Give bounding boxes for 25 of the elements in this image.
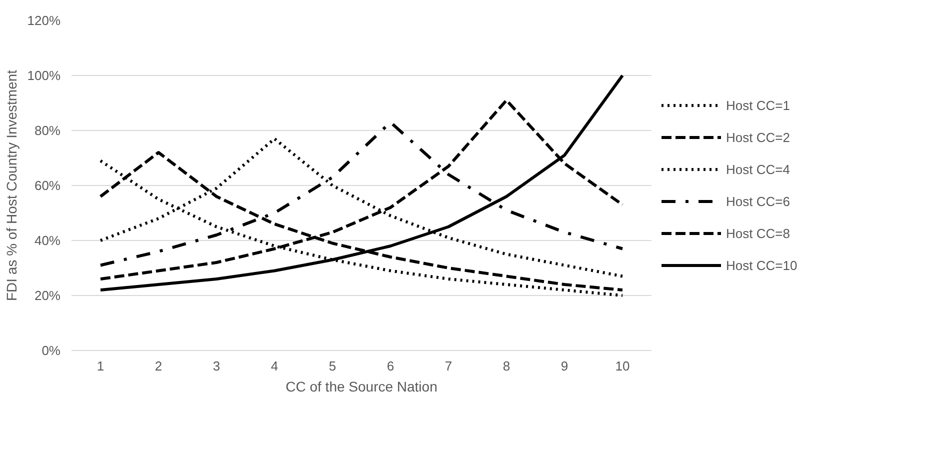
y-tick-label: 40% — [34, 233, 61, 248]
x-tick-label: 1 — [96, 358, 104, 374]
y-tick-label: 20% — [34, 288, 61, 303]
x-tick-label: 5 — [328, 358, 336, 374]
legend-label: Host CC=6 — [726, 194, 790, 208]
legend-label: Host CC=4 — [726, 162, 790, 176]
legend-label: Host CC=10 — [726, 258, 798, 272]
y-tick-label: 60% — [34, 178, 61, 193]
y-tick-label: 80% — [34, 123, 61, 138]
legend-label: Host CC=8 — [726, 226, 790, 240]
y-tick-label: 100% — [27, 68, 61, 83]
x-tick-label: 7 — [444, 358, 452, 374]
x-tick-label: 4 — [270, 358, 278, 374]
y-axis-title: FDI as % of Host Country Investment — [3, 70, 20, 302]
legend-label: Host CC=2 — [726, 130, 790, 144]
x-tick-label: 8 — [502, 358, 510, 374]
x-tick-label: 6 — [386, 358, 394, 374]
y-tick-label: 120% — [27, 13, 61, 28]
x-tick-label: 2 — [154, 358, 162, 374]
y-tick-label: 0% — [42, 343, 61, 358]
legend-label: Host CC=1 — [726, 98, 790, 112]
x-tick-label: 9 — [560, 358, 568, 374]
x-tick-label: 10 — [615, 358, 630, 374]
x-axis-title: CC of the Source Nation — [286, 378, 438, 394]
x-tick-label: 3 — [212, 358, 220, 374]
